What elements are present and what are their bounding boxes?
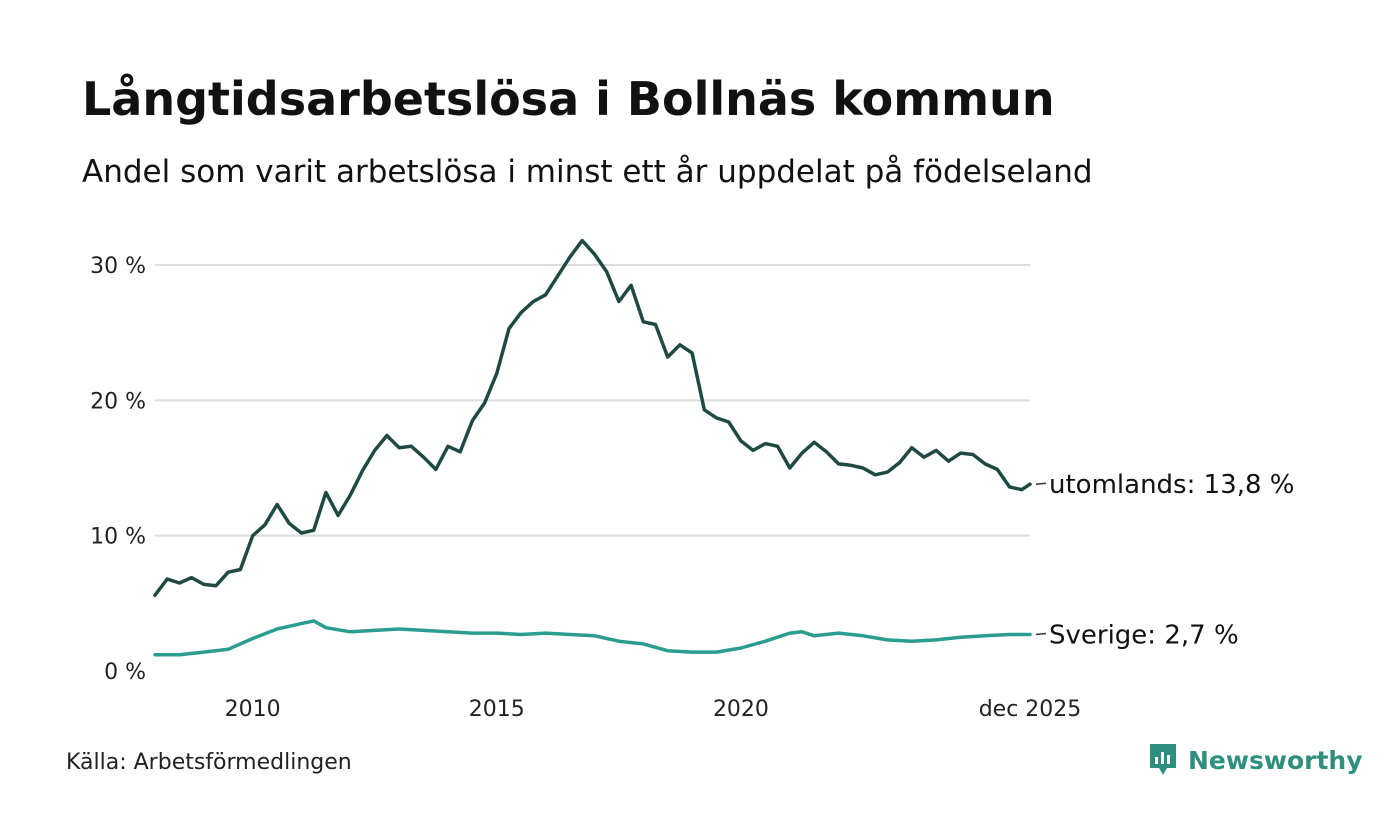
newsworthy-logo-icon [1150, 744, 1176, 775]
series-line-utomlands [153, 238, 1032, 597]
series-end-labels: utomlands: 13,8 % Sverige: 2,7 % [1035, 470, 1294, 650]
brand-name: Newsworthy [1188, 745, 1363, 775]
series-lines [153, 238, 1032, 657]
end-label-sverige: Sverige: 2,7 % [1049, 620, 1239, 650]
source-note: Källa: Arbetsförmedlingen [66, 750, 352, 775]
y-axis-ticks: 0 % 10 % 20 % 30 % [90, 254, 146, 685]
chart-title: Långtidsarbetslösa i Bollnäs kommun [82, 72, 1055, 126]
x-tick-label: 2015 [469, 697, 525, 722]
end-label-utomlands: utomlands: 13,8 % [1049, 470, 1294, 500]
x-axis-ticks: 2010 2015 2020 dec 2025 [225, 697, 1082, 722]
y-tick-label: 20 % [90, 389, 146, 414]
brand-logo[interactable]: Newsworthy [1148, 742, 1363, 778]
y-tick-label: 30 % [90, 254, 146, 279]
series-line-sverige [153, 619, 1032, 657]
end-label-leader [1035, 632, 1047, 636]
x-tick-label: dec 2025 [979, 697, 1082, 722]
end-label-leader [1035, 482, 1047, 485]
y-tick-label: 0 % [104, 660, 146, 685]
y-tick-label: 10 % [90, 525, 146, 550]
gridlines [155, 264, 1030, 537]
x-tick-label: 2020 [713, 697, 769, 722]
x-tick-label: 2010 [225, 697, 281, 722]
chart-subtitle: Andel som varit arbetslösa i minst ett å… [82, 154, 1093, 190]
